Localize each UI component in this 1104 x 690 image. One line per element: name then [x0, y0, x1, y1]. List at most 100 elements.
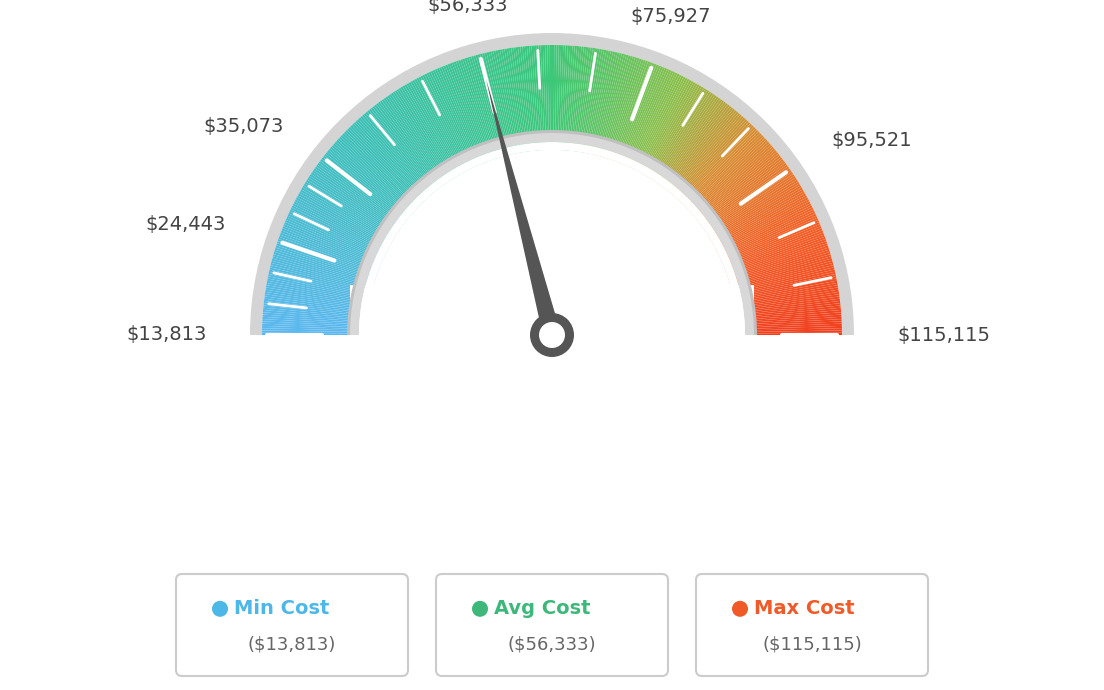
Wedge shape — [346, 130, 422, 205]
Wedge shape — [302, 186, 393, 241]
Wedge shape — [412, 80, 464, 173]
Wedge shape — [616, 63, 655, 162]
Wedge shape — [452, 62, 489, 161]
Wedge shape — [270, 263, 373, 290]
Wedge shape — [726, 237, 826, 274]
Wedge shape — [476, 55, 505, 157]
Wedge shape — [730, 254, 831, 285]
Wedge shape — [263, 310, 368, 320]
Wedge shape — [669, 110, 736, 193]
Wedge shape — [666, 106, 732, 190]
Wedge shape — [274, 250, 375, 282]
Wedge shape — [545, 45, 549, 150]
Wedge shape — [428, 72, 475, 168]
Wedge shape — [626, 69, 669, 166]
Wedge shape — [423, 75, 470, 170]
Wedge shape — [574, 47, 588, 152]
Wedge shape — [722, 222, 820, 264]
Text: $56,333: $56,333 — [427, 0, 508, 15]
Wedge shape — [524, 46, 537, 151]
Wedge shape — [584, 49, 604, 153]
Wedge shape — [667, 107, 733, 190]
Wedge shape — [620, 66, 661, 164]
Wedge shape — [300, 189, 392, 244]
Wedge shape — [471, 56, 502, 157]
Wedge shape — [734, 283, 838, 303]
Wedge shape — [550, 45, 552, 150]
Wedge shape — [264, 299, 369, 313]
Wedge shape — [359, 117, 429, 197]
Wedge shape — [329, 148, 411, 217]
Wedge shape — [555, 45, 559, 150]
Wedge shape — [250, 33, 854, 335]
Wedge shape — [263, 313, 368, 322]
Wedge shape — [716, 201, 810, 251]
Wedge shape — [714, 197, 808, 248]
Wedge shape — [347, 130, 757, 335]
Wedge shape — [424, 74, 471, 169]
Wedge shape — [403, 86, 458, 177]
Wedge shape — [730, 252, 830, 284]
Text: Max Cost: Max Cost — [754, 600, 854, 618]
Text: Avg Cost: Avg Cost — [493, 600, 591, 618]
Wedge shape — [736, 322, 841, 328]
Wedge shape — [296, 197, 390, 248]
Wedge shape — [284, 224, 381, 266]
Text: ($13,813): ($13,813) — [247, 635, 337, 654]
Wedge shape — [694, 150, 777, 218]
Wedge shape — [439, 67, 481, 165]
Wedge shape — [633, 74, 680, 169]
Wedge shape — [272, 259, 373, 288]
Wedge shape — [291, 206, 386, 254]
Wedge shape — [649, 88, 705, 178]
Wedge shape — [371, 107, 437, 190]
Circle shape — [732, 601, 749, 617]
Wedge shape — [531, 46, 540, 150]
Wedge shape — [736, 308, 841, 319]
Wedge shape — [339, 137, 417, 210]
Wedge shape — [553, 45, 556, 150]
Wedge shape — [537, 46, 543, 150]
Wedge shape — [299, 191, 391, 245]
Wedge shape — [590, 51, 613, 154]
Wedge shape — [298, 193, 391, 246]
Text: $115,115: $115,115 — [896, 326, 990, 344]
FancyBboxPatch shape — [176, 574, 408, 676]
Wedge shape — [338, 138, 416, 210]
Wedge shape — [668, 109, 735, 192]
Wedge shape — [736, 326, 842, 331]
Wedge shape — [349, 132, 755, 335]
Wedge shape — [723, 224, 820, 266]
Wedge shape — [274, 252, 374, 284]
Wedge shape — [718, 208, 814, 255]
Wedge shape — [416, 78, 467, 172]
Wedge shape — [604, 57, 635, 158]
Circle shape — [530, 313, 574, 357]
Wedge shape — [382, 99, 445, 186]
Wedge shape — [608, 59, 641, 159]
Wedge shape — [543, 45, 548, 150]
Wedge shape — [399, 88, 455, 178]
Wedge shape — [697, 154, 779, 221]
Wedge shape — [591, 52, 615, 155]
Wedge shape — [421, 76, 469, 170]
Wedge shape — [267, 279, 371, 300]
Wedge shape — [711, 186, 802, 241]
Wedge shape — [534, 46, 542, 150]
Wedge shape — [713, 191, 805, 245]
Wedge shape — [539, 46, 544, 150]
Wedge shape — [737, 333, 842, 335]
Wedge shape — [693, 148, 775, 217]
Wedge shape — [736, 319, 841, 326]
Wedge shape — [509, 48, 526, 152]
Wedge shape — [306, 179, 396, 237]
Wedge shape — [624, 68, 667, 165]
Wedge shape — [263, 315, 368, 324]
Wedge shape — [363, 113, 433, 195]
Text: ($115,115): ($115,115) — [762, 635, 862, 654]
Wedge shape — [431, 70, 476, 167]
Wedge shape — [388, 95, 448, 183]
Wedge shape — [326, 152, 408, 219]
Wedge shape — [736, 317, 841, 325]
Wedge shape — [301, 188, 393, 242]
